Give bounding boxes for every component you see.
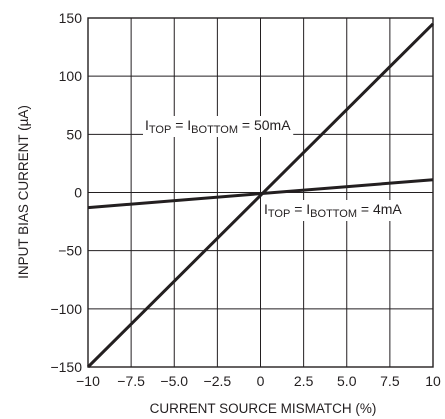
x-tick-labels: −10 −7.5 −5.0 −2.5 0 2.5 5.0 7.5 10 (76, 373, 441, 389)
plot-frame (87, 17, 434, 368)
x-tick-label: 0 (257, 373, 265, 389)
annotation-50ma-label: ITOP = IBOTTOM = 50mA (145, 117, 291, 136)
annotation-50ma: ITOP = IBOTTOM = 50mA (143, 116, 294, 137)
x-axis-label: CURRENT SOURCE MISMATCH (%) (150, 401, 377, 416)
y-tick-label: 150 (59, 10, 83, 26)
x-tick-label: −2.5 (204, 373, 232, 389)
y-tick-label: 0 (74, 185, 82, 201)
x-tick-label: 2.5 (294, 373, 314, 389)
series-line-2 (87, 178, 434, 210)
y-tick-label: −100 (50, 301, 82, 317)
y-axis-label: INPUT BIAS CURRENT (µA) (16, 105, 31, 279)
x-tick-label: 10 (425, 373, 441, 389)
x-tick-label: 7.5 (380, 373, 400, 389)
annotation-4ma: ITOP = IBOTTOM = 4mA (262, 200, 405, 221)
x-tick-label: −10 (76, 373, 100, 389)
annotation-50ma-background (143, 116, 294, 137)
y-tick-labels: −150 −100 −50 0 50 100 150 (50, 10, 82, 375)
y-tick-label: −50 (58, 243, 82, 259)
y-tick-label: 100 (59, 68, 83, 84)
series-line-1 (86, 22, 435, 369)
x-tick-label: −7.5 (117, 373, 145, 389)
y-tick-label: 50 (66, 126, 82, 142)
x-tick-label: −5.0 (160, 373, 188, 389)
series-lines (86, 22, 435, 369)
y-tick-label: −150 (50, 359, 82, 375)
annotation-4ma-background (262, 200, 405, 221)
x-tick-label: 5.0 (337, 373, 357, 389)
annotation-4ma-label: ITOP = IBOTTOM = 4mA (264, 201, 402, 220)
